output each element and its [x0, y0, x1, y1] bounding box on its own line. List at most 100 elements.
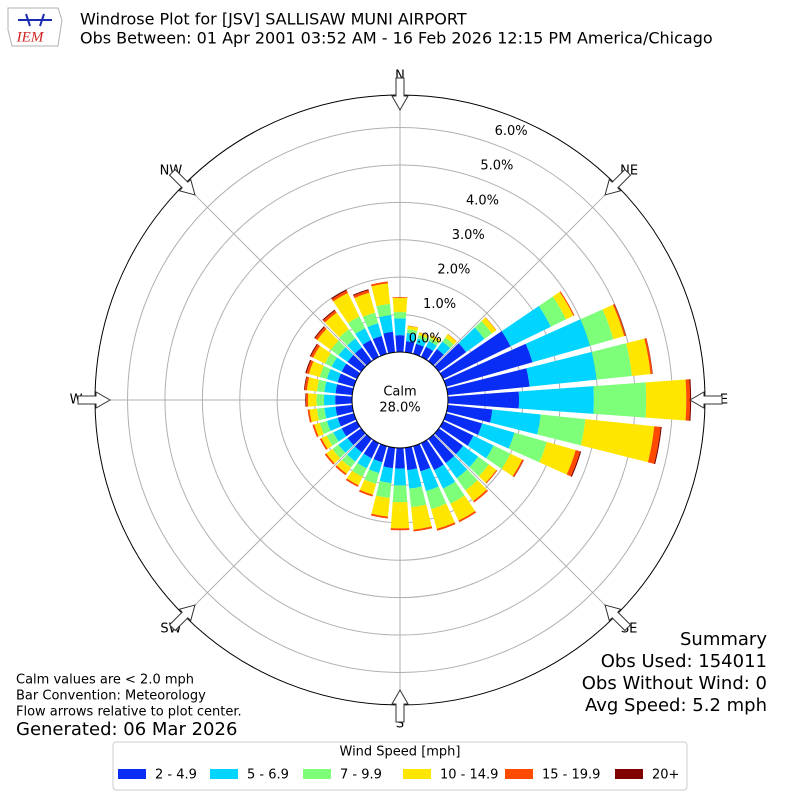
bar-segment — [317, 328, 339, 350]
bar-segment — [434, 464, 456, 489]
bar-segment — [443, 343, 533, 387]
bar-segment — [339, 329, 356, 346]
bar-segment — [395, 447, 405, 469]
bar-segment — [425, 341, 437, 351]
bar-segment — [591, 343, 632, 380]
bar-segment — [473, 489, 489, 503]
bar-segment — [513, 460, 524, 478]
flow-arrow — [77, 391, 112, 409]
bar-segment — [436, 522, 456, 531]
bar-segment — [307, 393, 317, 407]
bar-segment — [331, 290, 348, 302]
bar-segment — [411, 504, 432, 530]
bar-segment — [312, 424, 319, 438]
bar-segment — [323, 394, 336, 406]
bar-segment — [644, 338, 653, 375]
bar-segment — [337, 373, 357, 387]
bar-segment — [326, 432, 339, 446]
bar-segment — [467, 435, 494, 459]
bar-segment — [512, 459, 524, 478]
legend-label: 15 - 19.9 — [542, 768, 600, 783]
bar-segment — [309, 343, 318, 357]
bar-segment — [474, 321, 492, 339]
bar-segment — [324, 312, 349, 338]
bar-segment — [430, 335, 441, 343]
bar-segment — [322, 309, 336, 321]
flow-arrow — [688, 391, 723, 409]
bar-segment — [413, 343, 424, 357]
bar-segment — [508, 432, 547, 463]
bar-segment — [392, 297, 408, 299]
bar-segment — [456, 469, 478, 491]
bar-segment — [359, 489, 374, 497]
summary-line: Obs Without Wind: 0 — [582, 673, 767, 694]
flow-arrow — [391, 688, 409, 723]
r-tick-label: 2.0% — [437, 262, 470, 277]
bar-segment — [570, 451, 582, 477]
generated: Generated: 06 Mar 2026 — [16, 719, 237, 740]
bar-segment — [324, 353, 338, 367]
note: Calm values are < 2.0 mph — [16, 673, 194, 688]
legend-swatch — [403, 769, 431, 779]
calm-circle — [351, 351, 449, 449]
bar-segment — [376, 481, 392, 498]
bar-segment — [332, 444, 346, 459]
bar-segment — [341, 363, 361, 380]
bar-segment — [347, 338, 362, 354]
bar-segment — [303, 376, 308, 391]
bar-segment — [323, 310, 337, 323]
bar-segment — [390, 528, 410, 531]
bar-segment — [409, 486, 427, 508]
legend-label: 10 - 14.9 — [440, 768, 498, 783]
r-tick-label: 4.0% — [466, 193, 499, 208]
legend-label: 2 - 4.9 — [155, 768, 197, 783]
compass-label: N — [395, 69, 405, 84]
bar-segment — [347, 428, 366, 446]
bar-segment — [447, 333, 457, 342]
bar-segment — [626, 338, 651, 377]
note: Flow arrows relative to plot center. — [16, 705, 242, 720]
bar-segment — [310, 344, 320, 358]
bar-segment — [336, 459, 352, 474]
r-tick-label: 3.0% — [452, 228, 485, 243]
legend-label: 20+ — [652, 768, 679, 783]
bar-segment — [446, 368, 530, 396]
bar-segment — [370, 281, 388, 287]
bar-segment — [371, 283, 391, 307]
summary-title: Summary — [680, 629, 767, 650]
bar-segment — [352, 289, 369, 296]
bar-segment — [363, 439, 380, 459]
flow-arrow — [604, 604, 632, 632]
summary-line: Avg Speed: 5.2 mph — [585, 695, 767, 716]
bar-segment — [393, 468, 407, 486]
legend-box — [112, 741, 688, 791]
bar-segment — [331, 357, 347, 372]
bar-segment — [306, 360, 314, 375]
bar-segment — [335, 404, 354, 416]
bar-segment — [654, 426, 662, 465]
bar-segment — [331, 289, 347, 300]
bar-segment — [434, 343, 467, 372]
bar-segment — [321, 435, 333, 449]
bar-segment — [347, 446, 362, 462]
bar-segment — [566, 450, 581, 477]
bar-segment — [379, 466, 393, 484]
compass-label: E — [720, 393, 728, 408]
bar-segment — [335, 465, 347, 476]
bar-segment — [646, 338, 653, 374]
bar-segment — [304, 376, 310, 391]
bar-segment — [445, 455, 468, 479]
grid-spoke — [433, 183, 617, 367]
bar-segment — [335, 395, 353, 405]
bar-segment — [612, 304, 626, 337]
bar-segment — [315, 327, 327, 341]
bar-segment — [355, 328, 371, 345]
bar-segment — [407, 325, 419, 328]
bar-segment — [324, 406, 338, 419]
bar-segment — [330, 340, 346, 356]
bar-segment — [337, 413, 357, 427]
flow-arrow — [168, 604, 196, 632]
bar-segment — [326, 448, 341, 464]
bar-segment — [439, 331, 511, 380]
bar-segment — [314, 422, 324, 437]
